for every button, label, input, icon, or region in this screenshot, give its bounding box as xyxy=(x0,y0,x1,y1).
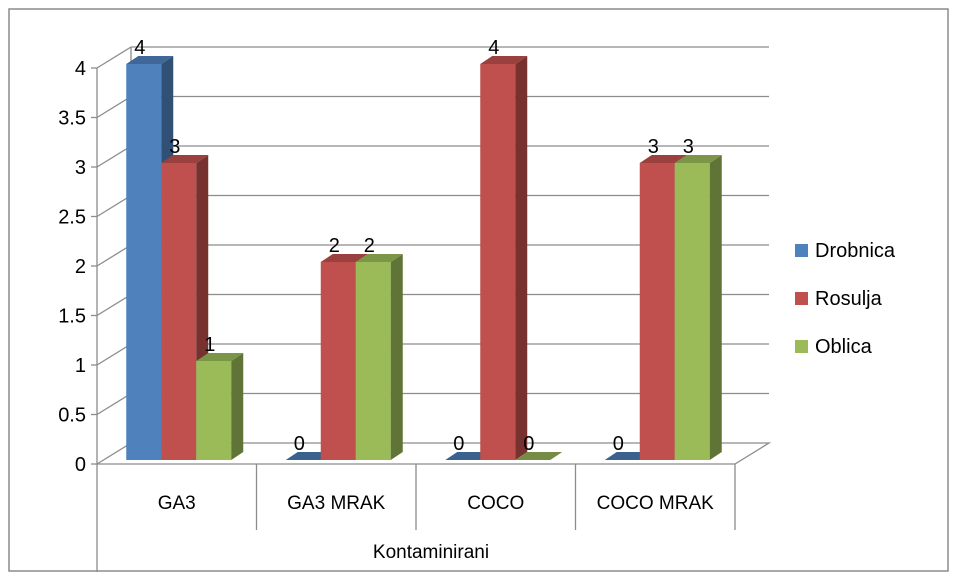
bar-rosulja-2 xyxy=(480,56,528,460)
y-tick-label: 1 xyxy=(75,355,86,377)
bar-front xyxy=(639,163,675,460)
y-tick-label: 0.5 xyxy=(58,405,86,427)
bar-zero-sliver xyxy=(515,452,563,460)
bar-top xyxy=(639,155,687,163)
category-group-label: Kontaminirani xyxy=(373,542,489,563)
data-labels: 4 3 1 0 2 2 0 4 0 0 3 3 xyxy=(134,37,694,455)
bar-top xyxy=(674,155,722,163)
legend-label: Rosulja xyxy=(815,288,883,310)
bars xyxy=(126,56,722,460)
bar-front xyxy=(126,64,162,460)
bar-top xyxy=(126,56,174,64)
y-tick-label: 2.5 xyxy=(58,207,86,229)
x-tick-label: GA3 xyxy=(158,493,196,514)
legend-item-rosulja: Rosulja xyxy=(795,288,883,310)
data-label: 3 xyxy=(169,136,180,158)
bar-side xyxy=(709,155,722,460)
grid-line-side xyxy=(96,244,132,267)
x-axis: Kontaminirani GA3 GA3 MRAK COCO COCO MRAK xyxy=(96,464,736,572)
legend: Drobnica Rosulja Oblica xyxy=(795,240,896,358)
bar-side xyxy=(390,254,403,460)
bar-oblica-3 xyxy=(674,155,722,460)
bar-side xyxy=(515,56,528,460)
bar-front xyxy=(320,262,356,460)
y-tick-label: 0 xyxy=(75,454,86,476)
data-label: 2 xyxy=(364,235,375,257)
x-tick-label: COCO MRAK xyxy=(597,493,715,514)
grid-line-side xyxy=(96,46,132,69)
data-label: 3 xyxy=(648,136,659,158)
legend-item-drobnica: Drobnica xyxy=(795,240,896,262)
bar-oblica-2 xyxy=(515,452,563,460)
data-label: 3 xyxy=(683,136,694,158)
bar-front xyxy=(674,163,710,460)
bar-top xyxy=(320,254,368,262)
legend-label: Oblica xyxy=(815,336,873,358)
grid-line-side xyxy=(96,194,132,218)
grid-line-side xyxy=(96,293,132,317)
y-tick-label: 4 xyxy=(75,58,86,80)
data-label: 2 xyxy=(329,235,340,257)
bar-oblica-1 xyxy=(355,254,403,460)
y-tick-label: 3 xyxy=(75,157,86,179)
bar-top xyxy=(196,353,244,361)
x-tick-label: GA3 MRAK xyxy=(287,493,386,514)
y-tick-label: 3.5 xyxy=(58,108,86,130)
data-label: 0 xyxy=(453,433,464,455)
data-label: 4 xyxy=(488,37,499,59)
data-label: 4 xyxy=(134,37,145,59)
y-tick-label: 2 xyxy=(75,256,86,278)
grid-line-side xyxy=(96,95,132,119)
bar-front xyxy=(196,361,232,460)
bar-top xyxy=(161,155,209,163)
legend-swatch xyxy=(795,244,808,257)
bar-side xyxy=(231,353,244,460)
bar-oblica-0 xyxy=(196,353,244,460)
grid-line-side xyxy=(96,343,132,366)
data-label: 0 xyxy=(613,433,624,455)
legend-swatch xyxy=(795,340,808,353)
bar-top xyxy=(355,254,403,262)
data-label: 1 xyxy=(204,334,215,356)
grid-line-side xyxy=(96,145,132,168)
legend-label: Drobnica xyxy=(815,240,896,262)
data-label: 0 xyxy=(294,433,305,455)
bar-front xyxy=(161,163,197,460)
y-axis: 0 0.5 1 1.5 2 2.5 3 3.5 4 xyxy=(58,58,97,476)
data-label: 0 xyxy=(523,433,534,455)
x-tick-label: COCO xyxy=(467,493,524,514)
bar-top xyxy=(480,56,528,64)
grid-line-side xyxy=(96,392,132,416)
legend-item-oblica: Oblica xyxy=(795,336,873,358)
bar-front xyxy=(355,262,391,460)
legend-swatch xyxy=(795,292,808,305)
y-tick-label: 1.5 xyxy=(58,306,86,328)
chart-floor xyxy=(94,442,772,465)
bar-front xyxy=(480,64,516,460)
